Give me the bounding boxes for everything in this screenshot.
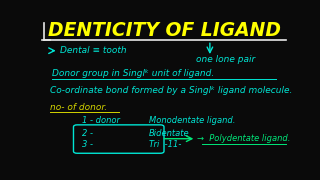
Text: 3 -: 3 - [82,140,93,149]
Text: Co-ordinate bond formed by a Singlᵏ ligand molecule.: Co-ordinate bond formed by a Singlᵏ liga… [50,86,292,95]
Text: Tri  -11-: Tri -11- [149,140,181,149]
Text: 2 -: 2 - [82,129,93,138]
Text: →  Polydentate ligand.: → Polydentate ligand. [197,134,291,143]
Text: Bidentate: Bidentate [149,129,190,138]
Text: 1 - donor: 1 - donor [82,116,120,125]
Text: one lone pair: one lone pair [196,55,255,64]
Text: DENTICITY OF LIGAND: DENTICITY OF LIGAND [47,21,281,40]
Text: Dental ≡ tooth: Dental ≡ tooth [60,46,126,55]
Text: no- of donor.: no- of donor. [50,103,107,112]
Text: Monodentate ligand.: Monodentate ligand. [149,116,236,125]
Text: Donor group in Singlᵏ unit of ligand.: Donor group in Singlᵏ unit of ligand. [52,69,215,78]
